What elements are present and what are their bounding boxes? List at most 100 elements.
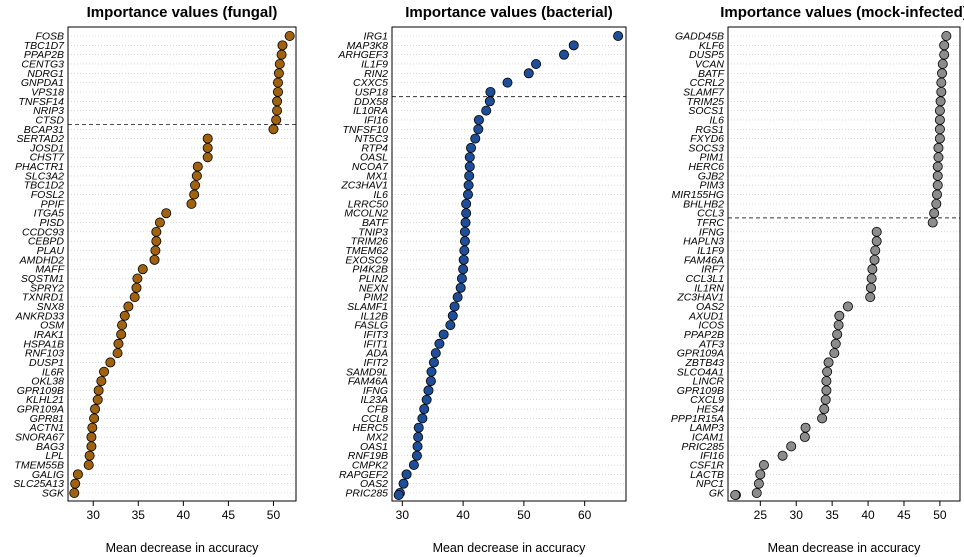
- fungal-gene-label: SNX8: [37, 301, 65, 313]
- fungal-point: [151, 226, 162, 237]
- bacterial-point: [481, 105, 492, 116]
- mock-infected-point: [933, 142, 944, 153]
- mock-infected-gene-label: IFI16: [700, 450, 724, 462]
- bacterial-point: [464, 170, 475, 181]
- bacterial-point: [470, 133, 481, 144]
- mock-infected-point: [832, 329, 843, 340]
- fungal-point: [70, 478, 81, 489]
- bacterial-gene-label: TNIP3: [358, 226, 388, 238]
- fungal-gene-label: FOSL2: [31, 189, 64, 201]
- fungal-point: [277, 40, 288, 51]
- fungal-point: [117, 320, 128, 331]
- fungal-point: [274, 58, 285, 69]
- bacterial-plot-frame: [391, 26, 627, 502]
- bacterial-point: [502, 77, 513, 88]
- fungal-gene-label: PPAP2B: [24, 49, 64, 61]
- bacterial-point: [413, 432, 424, 443]
- fungal-gene-label: TMEM55B: [14, 460, 64, 472]
- fungal-gene-label: MAFF: [35, 264, 64, 276]
- fungal-gene-label: ACTN1: [29, 422, 64, 434]
- bacterial-point: [458, 254, 469, 265]
- mock-infected-point: [834, 310, 845, 321]
- mock-infected-gene-label: CSF1R: [690, 460, 725, 472]
- mock-infected-x-tick-label: 40: [861, 508, 875, 522]
- mock-infected-gene-label: BHLHB2: [683, 198, 724, 210]
- fungal-gene-label: VPS18: [31, 86, 64, 98]
- mock-infected-x-tick-label: 25: [754, 508, 768, 522]
- mock-infected-x-axis-label: Mean decrease in accuracy: [768, 541, 922, 555]
- mock-infected-point: [939, 40, 950, 51]
- fungal-point: [202, 142, 213, 153]
- fungal-point: [272, 86, 283, 97]
- fungal-gene-label: CEBPD: [28, 236, 65, 248]
- mock-infected-gene-label: LINCR: [692, 376, 724, 388]
- fungal-point: [84, 450, 95, 461]
- fungal-point: [284, 30, 295, 41]
- mock-infected-gene-label: IL6: [709, 114, 724, 126]
- mock-infected-point: [823, 357, 834, 368]
- bacterial-gene-label: HERC5: [352, 422, 388, 434]
- fungal-gene-label: TNFSF14: [18, 96, 64, 108]
- mock-infected-gene-label: BATF: [698, 68, 725, 80]
- mock-infected-gene-label: RGS1: [695, 124, 724, 136]
- mock-infected-gene-label: GPR109B: [677, 385, 724, 397]
- fungal-gene-label: SLC25A13: [13, 478, 64, 490]
- bacterial-point: [447, 310, 458, 321]
- bacterial-point: [485, 86, 496, 97]
- mock-infected-point: [932, 189, 943, 200]
- fungal-point: [268, 124, 279, 135]
- fungal-point: [87, 422, 98, 433]
- mock-infected-gene-label: TFRC: [696, 217, 724, 229]
- bacterial-gene-label: CXXC5: [353, 77, 388, 89]
- bacterial-point: [408, 460, 419, 471]
- bacterial-gene-label: IL10RA: [353, 105, 388, 117]
- bacterial-gene-label: IFIT1: [363, 338, 388, 350]
- bacterial-point: [464, 161, 475, 172]
- fungal-gene-label: BCAP31: [24, 124, 64, 136]
- bacterial-point: [455, 282, 466, 293]
- mock-infected-x-tick-label: 45: [897, 508, 911, 522]
- mock-infected-point: [753, 478, 764, 489]
- fungal-point: [189, 189, 200, 200]
- fungal-point: [276, 49, 287, 60]
- mock-infected-point: [937, 68, 948, 79]
- bacterial-gene-label: LRRC50: [348, 198, 388, 210]
- fungal-gene-label: IL6R: [42, 366, 65, 378]
- fungal-gene-label: CTSD: [35, 114, 64, 126]
- mock-infected-gene-label: IFNG: [699, 226, 724, 238]
- bacterial-point: [449, 301, 460, 312]
- fungal-gene-label: LPL: [45, 450, 64, 462]
- fungal-point: [129, 292, 140, 303]
- fungal-point: [272, 105, 283, 116]
- fungal-gene-label: GPR81: [30, 413, 64, 425]
- fungal-point: [150, 245, 161, 256]
- mock-infected-gene-label: GK: [709, 488, 725, 500]
- fungal-point: [151, 236, 162, 247]
- fungal-point: [273, 68, 284, 79]
- mock-infected-gene-label: DUSP5: [689, 49, 724, 61]
- fungal-point: [83, 460, 94, 471]
- mock-infected-point: [821, 385, 832, 396]
- bacterial-gene-label: IL6: [373, 189, 388, 201]
- fungal-point: [190, 180, 201, 191]
- fungal-gene-label: DUSP1: [29, 357, 64, 369]
- mock-infected-gene-label: PRIC285: [681, 441, 724, 453]
- fungal-point: [202, 133, 213, 144]
- bacterial-gene-label: IL12B: [361, 310, 388, 322]
- bacterial-point: [463, 180, 474, 191]
- mock-infected-point: [800, 422, 811, 433]
- fungal-point: [116, 329, 127, 340]
- bacterial-point: [452, 292, 463, 303]
- mock-infected-gene-label: LAMP3: [690, 422, 725, 434]
- mock-infected-point: [829, 348, 840, 359]
- mock-infected-gene-label: PPP1R15A: [671, 413, 724, 425]
- fungal-panel: Importance values (fungal) FOSBTBC1D7PPAP…: [13, 4, 297, 555]
- bacterial-point: [413, 422, 424, 433]
- bacterial-gene-label: PLIN2: [359, 273, 388, 285]
- bacterial-x-tick-label: 50: [517, 508, 531, 522]
- bacterial-point: [426, 366, 437, 377]
- fungal-gene-label: NDRG1: [27, 68, 64, 80]
- bacterial-point: [473, 114, 484, 125]
- bacterial-gene-label: RAPGEF2: [339, 469, 388, 481]
- bacterial-panel: Importance values (bacterial)IRG1MAP3K8A…: [337, 4, 627, 555]
